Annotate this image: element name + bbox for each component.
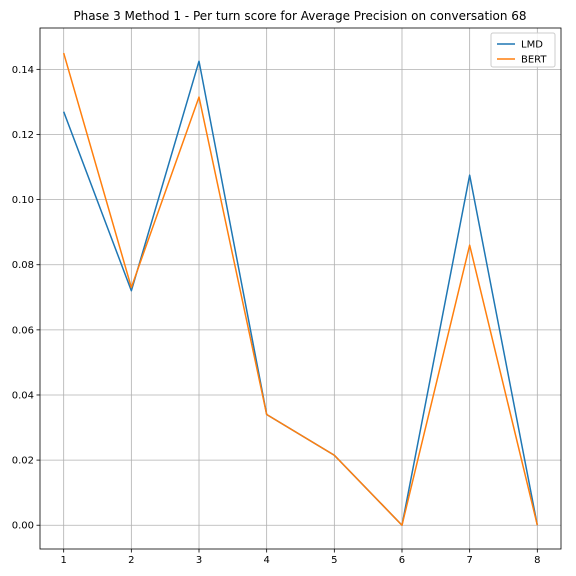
- x-tick-label: 8: [534, 555, 540, 566]
- y-tick-label: 0.02: [12, 456, 34, 467]
- y-tick-label: 0.04: [12, 390, 34, 401]
- y-tick-label: 0.08: [12, 260, 34, 271]
- legend-label-lmd: LMD: [521, 40, 543, 51]
- x-tick-label: 3: [196, 555, 202, 566]
- y-tick-label: 0.06: [12, 325, 34, 336]
- chart-title: Phase 3 Method 1 - Per turn score for Av…: [73, 9, 527, 23]
- series-line-lmd: [62, 60, 539, 526]
- plot-frame: [39, 27, 562, 550]
- x-tick-label: 7: [466, 555, 472, 566]
- y-tick-label: 0.00: [12, 521, 34, 532]
- legend-label-bert: BERT: [521, 55, 547, 66]
- y-tick-label: 0.14: [12, 65, 34, 76]
- y-tick-label: 0.10: [12, 195, 34, 206]
- x-tick-label: 5: [331, 555, 337, 566]
- x-tick-label: 6: [399, 555, 405, 566]
- x-tick-label: 1: [60, 555, 66, 566]
- x-tick-label: 4: [263, 555, 269, 566]
- y-tick-label: 0.12: [12, 130, 34, 141]
- series-line-bert: [62, 52, 539, 526]
- x-tick-label: 2: [128, 555, 134, 566]
